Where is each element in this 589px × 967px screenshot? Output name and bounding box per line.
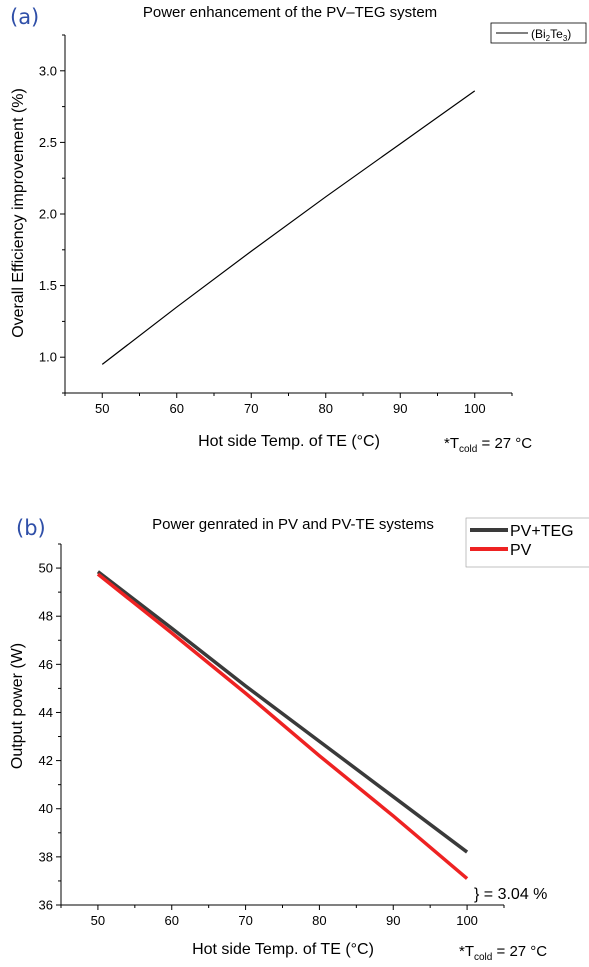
- panel-b-y-tick-label: 48: [39, 609, 53, 624]
- panel-a-x-tick-label: 50: [95, 401, 109, 416]
- panel-b-x-tick-label: 70: [238, 913, 252, 928]
- panel-a: (a) Power enhancement of the PV–TEG syst…: [10, 4, 587, 455]
- panel-a-cold-note: *Tcold = 27 °C: [444, 435, 532, 455]
- panel-a-y-ticks: 1.0 1.5 2.0 2.5 3.0: [39, 34, 65, 394]
- panel-b: (b) Power genrated in PV and PV-TE syste…: [9, 516, 589, 963]
- panel-b-y-tick-label: 42: [39, 753, 53, 768]
- panel-a-title: Power enhancement of the PV–TEG system: [143, 4, 437, 21]
- panel-a-x-tick-label: 80: [319, 401, 333, 416]
- panel-a-x-tick-label: 100: [464, 401, 486, 416]
- panel-a-series: [101, 90, 476, 365]
- panel-b-x-axis-title: Hot side Temp. of TE (°C): [192, 941, 374, 958]
- panel-a-y-axis-title: Overall Efficiency improvement (%): [10, 88, 27, 338]
- panel-b-y-axis-title: Output power (W): [9, 643, 26, 769]
- panel-b-y-tick-label: 44: [39, 705, 53, 720]
- panel-a-legend: (Bi2Te3): [490, 22, 587, 44]
- panel-a-legend-box: [490, 22, 587, 44]
- panel-a-series-line: [101, 90, 476, 365]
- panel-a-x-axis-title: Hot side Temp. of TE (°C): [198, 433, 380, 450]
- panel-a-y-tick-label: 2.0: [39, 207, 57, 222]
- panel-b-x-tick-label: 60: [165, 913, 179, 928]
- panel-b-y-tick-label: 50: [39, 561, 53, 576]
- panel-a-x-tick-label: 70: [244, 401, 258, 416]
- panel-b-legend-label-pv-teg: PV+TEG: [510, 523, 574, 540]
- panel-b-y-tick-label: 36: [39, 898, 53, 913]
- panel-b-difference-annotation: } = 3.04 %: [474, 886, 547, 903]
- panel-b-series: [96, 570, 469, 880]
- panel-b-series-pv: [96, 572, 469, 880]
- panel-b-legend-label-pv: PV: [510, 542, 532, 559]
- panel-a-y-tick-label: 3.0: [39, 63, 57, 78]
- panel-a-legend-entry: (Bi2Te3): [531, 27, 571, 43]
- panel-b-cold-note: *Tcold = 27 °C: [459, 943, 547, 963]
- panel-a-y-tick-label: 1.5: [39, 278, 57, 293]
- panel-b-x-tick-label: 50: [91, 913, 105, 928]
- panel-b-x-ticks: 50 60 70 80 90 100: [60, 905, 505, 928]
- panel-b-label: (b): [16, 516, 46, 540]
- panel-b-x-tick-label: 100: [456, 913, 478, 928]
- panel-b-x-tick-label: 80: [312, 913, 326, 928]
- panel-b-legend-box: [465, 517, 589, 568]
- panel-a-x-tick-label: 90: [393, 401, 407, 416]
- panel-b-y-tick-label: 38: [39, 849, 53, 864]
- panel-b-series-pv-teg: [96, 570, 469, 854]
- panel-a-x-tick-label: 60: [170, 401, 184, 416]
- panel-b-title: Power genrated in PV and PV-TE systems: [152, 516, 434, 533]
- panel-b-x-tick-label: 90: [386, 913, 400, 928]
- panel-a-label: (a): [10, 5, 39, 29]
- panel-b-legend: PV+TEG PV: [465, 517, 589, 568]
- panel-a-y-tick-label: 1.0: [39, 350, 57, 365]
- panel-b-y-tick-label: 46: [39, 657, 53, 672]
- panel-a-x-ticks: 50 60 70 80 90 100: [64, 393, 513, 416]
- panel-b-y-ticks: 36 38 40 42 44 46 48 50: [39, 543, 61, 913]
- panel-b-y-tick-label: 40: [39, 801, 53, 816]
- panel-a-y-tick-label: 2.5: [39, 135, 57, 150]
- panel-a-plot-area: [64, 35, 512, 394]
